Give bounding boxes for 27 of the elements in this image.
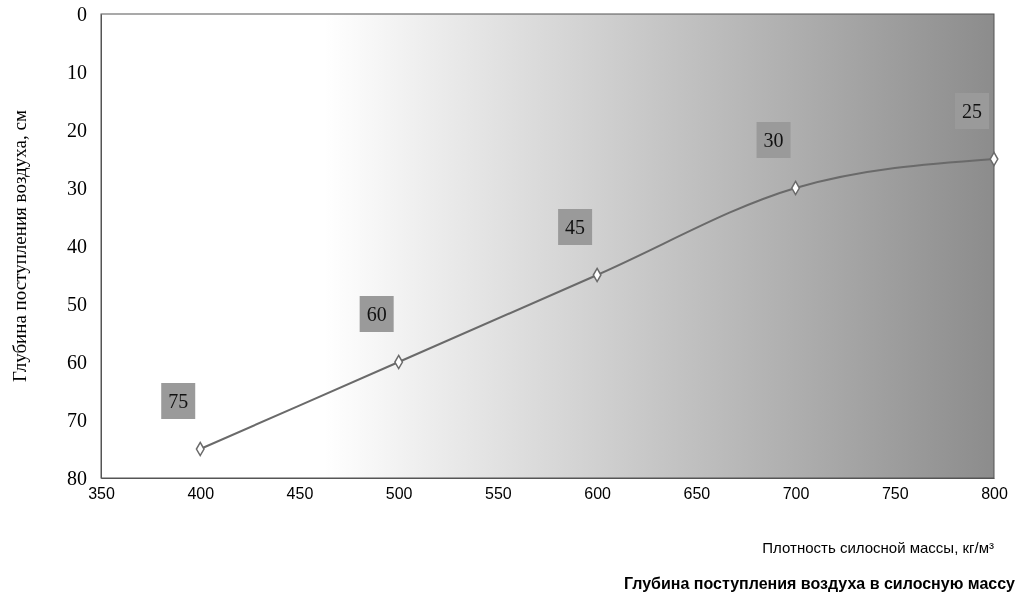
- x-tick-label: 500: [385, 485, 413, 503]
- x-tick-label: 400: [187, 485, 215, 503]
- x-tick-label: 550: [485, 485, 512, 503]
- x-tick-label: 600: [584, 485, 612, 503]
- data-label: 25: [962, 100, 982, 122]
- x-tick-label: 800: [981, 485, 1008, 503]
- data-label: 30: [763, 129, 784, 151]
- data-label: 75: [168, 390, 189, 412]
- x-tick-label: 450: [286, 485, 314, 503]
- x-tick-label: 650: [683, 485, 711, 503]
- y-tick-label: 60: [67, 350, 87, 373]
- x-tick-label: 700: [782, 485, 810, 503]
- x-axis-title: Плотность силосной массы, кг/м³: [762, 539, 994, 556]
- y-tick-label: 20: [67, 118, 87, 141]
- text: Глубина поступления воздуха в силосную массу: [623, 575, 1016, 592]
- y-tick-label: 0: [77, 2, 87, 25]
- y-tick-label: 30: [67, 176, 87, 199]
- y-tick-label: 40: [67, 234, 87, 257]
- data-label: 60: [366, 303, 387, 325]
- x-tick-label: 350: [88, 485, 115, 503]
- y-tick-label: 10: [67, 60, 87, 83]
- x-tick-label: 750: [881, 485, 909, 503]
- y-tick-label: 70: [67, 408, 87, 431]
- data-label: 45: [565, 216, 586, 238]
- y-tick-label: 80: [67, 466, 87, 489]
- y-tick-label: 50: [67, 292, 87, 315]
- y-axis-title: Глубина поступления воздуха, см: [9, 110, 30, 382]
